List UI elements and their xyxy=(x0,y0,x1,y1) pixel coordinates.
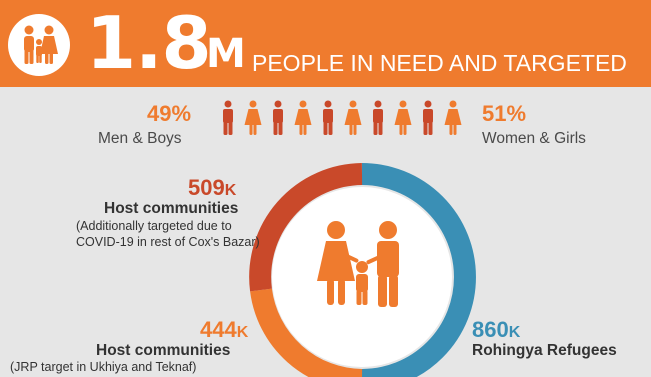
men-label: Men & Boys xyxy=(98,130,182,147)
host-covid-note-1: (Additionally targeted due to xyxy=(76,219,232,233)
family-icon xyxy=(8,14,70,76)
host-covid-value: 509K xyxy=(188,175,237,200)
total-unit: M xyxy=(206,31,246,77)
women-percent: 51% xyxy=(482,101,527,126)
host-covid-label: Host communities xyxy=(104,200,239,217)
host-jrp-note: (JRP target in Ukhiya and Teknaf) xyxy=(10,360,197,374)
host-covid-note-2: COVID-19 in rest of Cox's Bazar) xyxy=(76,235,260,249)
header-banner: 1.8 M PEOPLE IN NEED AND TARGETED xyxy=(0,0,651,87)
ring-segment-host-covid xyxy=(249,163,363,292)
ring-segment-host-jrp xyxy=(250,288,363,377)
women-label: Women & Girls xyxy=(482,130,586,147)
host-jrp-label: Host communities xyxy=(96,342,231,359)
refugees-label: Rohingya Refugees xyxy=(472,342,617,359)
banner-caption: PEOPLE IN NEED AND TARGETED xyxy=(252,50,627,76)
total-number: 1.8 xyxy=(86,1,212,85)
men-percent: 49% xyxy=(147,101,192,126)
family-center-icon xyxy=(317,221,399,307)
host-jrp-value: 444K xyxy=(200,317,249,342)
ring-segment-refugees xyxy=(361,163,476,377)
refugees-value: 860K xyxy=(472,317,521,342)
